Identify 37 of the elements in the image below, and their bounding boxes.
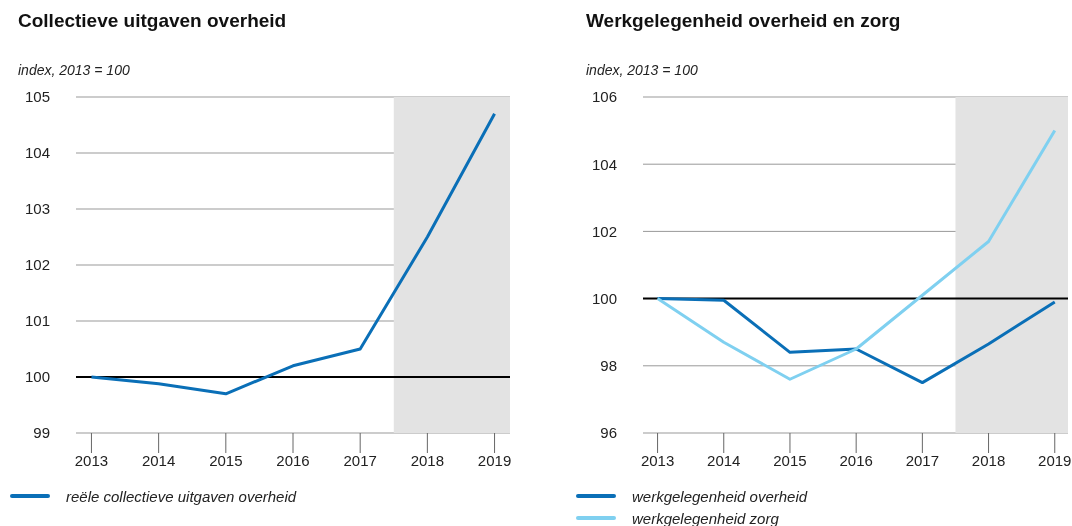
y-tick-label: 100	[591, 289, 617, 307]
x-tick-label: 2014	[707, 451, 741, 469]
x-tick-label: 2018	[410, 451, 445, 469]
legend-label: werkgelegenheid overheid	[632, 487, 808, 505]
x-tick-label: 2018	[971, 451, 1006, 469]
x-tick-label: 2019	[1038, 451, 1072, 469]
line-series	[89, 112, 497, 396]
y-axis-title: index, 2013 = 100	[586, 62, 698, 78]
y-tick-label: 102	[24, 256, 50, 274]
x-tick-label: 2013	[74, 451, 109, 469]
y-tick-label: 103	[24, 200, 50, 218]
y-tick-label: 105	[24, 88, 50, 106]
x-tick-label: 2015	[209, 451, 243, 469]
line-series	[656, 129, 1057, 381]
y-tick-label: 102	[591, 222, 617, 240]
y-tick-label: 101	[24, 312, 50, 330]
legend-label: werkgelegenheid zorg	[632, 509, 779, 526]
chart-title: Collectieve uitgaven overheid	[18, 10, 287, 32]
x-tick-label: 2013	[640, 451, 675, 469]
y-tick-label: 104	[591, 155, 617, 173]
chart-title: Werkgelegenheid overheid en zorg	[586, 10, 901, 32]
x-tick-label: 2017	[343, 451, 377, 469]
line-series	[656, 297, 1057, 385]
y-tick-label: 100	[24, 368, 50, 386]
y-tick-label: 96	[600, 424, 617, 442]
x-tick-label: 2014	[141, 451, 176, 469]
y-axis-title: index, 2013 = 100	[18, 62, 130, 78]
legend-label: reële collectieve uitgaven overheid	[66, 487, 297, 505]
y-tick-label: 99	[33, 424, 50, 442]
y-tick-label: 106	[591, 88, 617, 106]
y-tick-label: 98	[600, 357, 617, 375]
x-tick-label: 2016	[839, 451, 873, 469]
x-tick-label: 2016	[276, 451, 310, 469]
y-tick-label: 104	[24, 144, 50, 162]
x-tick-label: 2015	[773, 451, 807, 469]
x-tick-label: 2017	[905, 451, 940, 469]
x-tick-label: 2019	[477, 451, 512, 469]
